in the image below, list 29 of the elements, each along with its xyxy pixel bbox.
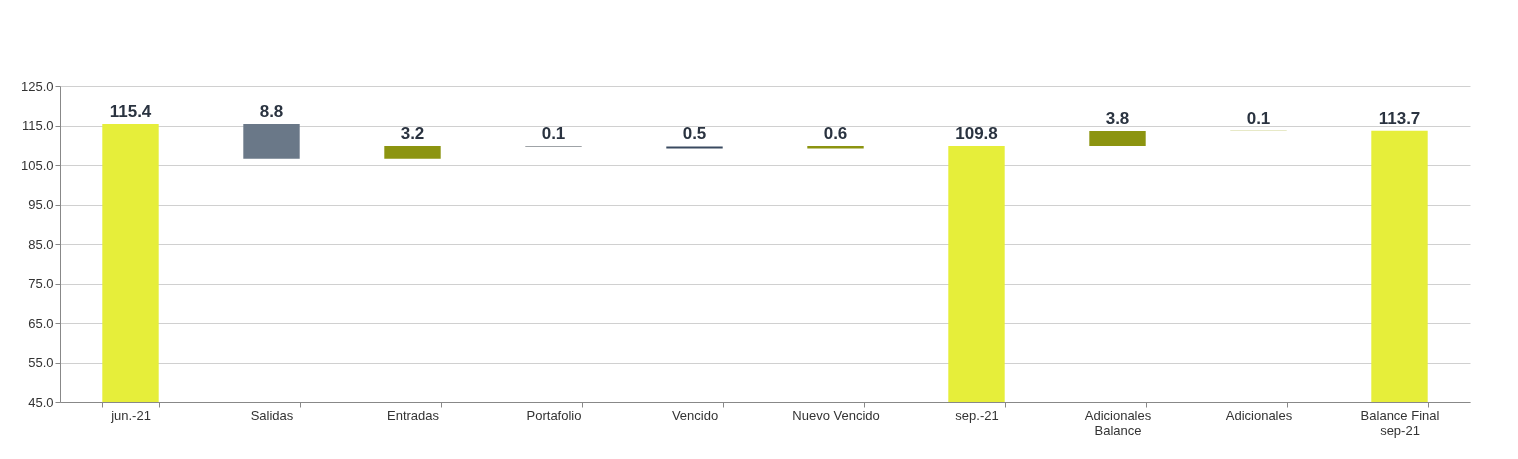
x-tick-label: Adicionales Balance bbox=[1084, 407, 1152, 438]
data-label: 3.2 bbox=[400, 124, 425, 144]
x-tick-label: Vencido bbox=[671, 407, 719, 423]
x-tick-label: jun.-21 bbox=[110, 407, 151, 423]
data-label: 8.8 bbox=[259, 101, 284, 121]
x-tick-label: Salidas bbox=[250, 407, 294, 423]
y-tick-label: 65.0 bbox=[28, 315, 54, 331]
x-tick-label: Portafolio bbox=[526, 407, 582, 423]
y-tick-label: 85.0 bbox=[28, 236, 54, 252]
x-tick-label: Entradas bbox=[386, 407, 440, 423]
data-label: 0.5 bbox=[682, 124, 707, 144]
x-tick-label: sep.-21 bbox=[955, 407, 999, 423]
y-tick-label: 105.0 bbox=[20, 157, 54, 173]
y-tick-label: 95.0 bbox=[28, 197, 54, 212]
data-label: 0.1 bbox=[541, 124, 566, 144]
x-tick-label: Nuevo Vencido bbox=[792, 407, 880, 423]
data-label: 3.8 bbox=[1105, 109, 1130, 129]
y-tick-label: 75.0 bbox=[28, 276, 54, 291]
x-tick-label: Balance Final sep-21 bbox=[1360, 407, 1440, 438]
data-label: 113.7 bbox=[1378, 108, 1421, 128]
data-label: 0.6 bbox=[823, 124, 848, 144]
y-tick-label: 55.0 bbox=[28, 355, 54, 370]
y-tick-label: 115.0 bbox=[21, 118, 54, 133]
y-tick-label: 125.0 bbox=[20, 78, 54, 94]
data-label: 109.8 bbox=[955, 124, 998, 144]
y-tick-label: 45.0 bbox=[28, 394, 54, 410]
x-tick-label: Adicionales bbox=[1225, 407, 1293, 423]
data-label: 0.1 bbox=[1246, 108, 1271, 128]
data-label: 115.4 bbox=[109, 101, 152, 121]
